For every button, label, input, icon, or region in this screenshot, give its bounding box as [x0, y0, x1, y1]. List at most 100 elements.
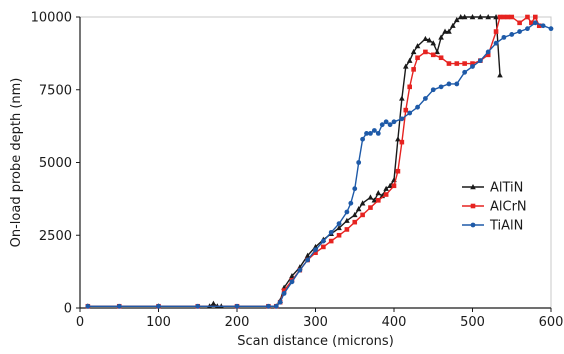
data-point-circle: [477, 58, 483, 64]
data-point-square: [533, 14, 538, 20]
data-point-square: [368, 205, 373, 210]
y-axis-title: On-load probe depth (nm): [9, 78, 24, 248]
data-point-circle: [525, 26, 530, 32]
y-tick-label: 7500: [39, 83, 72, 98]
data-point-triangle: [438, 34, 444, 40]
data-point-circle: [375, 131, 381, 136]
data-point-square: [383, 192, 389, 197]
data-point-circle: [344, 209, 350, 215]
data-point-square: [321, 244, 326, 250]
data-point-circle: [297, 267, 303, 273]
data-point-circle: [407, 110, 413, 116]
y-tick-label: 2500: [39, 229, 72, 244]
data-point-triangle: [359, 200, 366, 206]
x-tick-label: 500: [460, 315, 485, 330]
data-point-circle: [277, 299, 283, 305]
data-point-triangle: [450, 22, 456, 28]
series-line: [87, 22, 552, 307]
y-tick-label: 0: [64, 302, 72, 317]
data-point-circle: [356, 160, 362, 165]
data-point-triangle: [485, 14, 491, 20]
data-point-square: [509, 14, 515, 20]
x-tick-label: 600: [539, 315, 564, 330]
data-point-circle: [336, 221, 342, 227]
data-point-square: [462, 61, 467, 66]
data-point-circle: [195, 303, 201, 309]
data-point-circle: [415, 104, 420, 110]
series-line: [87, 16, 501, 307]
data-point-circle: [454, 81, 460, 87]
data-point-square: [281, 288, 287, 293]
data-point-square: [430, 52, 436, 58]
data-point-triangle: [210, 300, 217, 306]
data-point-circle: [281, 291, 287, 296]
data-point-square: [336, 232, 342, 238]
data-point-circle: [540, 23, 546, 29]
data-point-circle: [313, 247, 318, 253]
data-point-circle: [379, 122, 385, 128]
data-point-triangle: [422, 35, 429, 42]
data-point-triangle: [461, 14, 468, 20]
data-point-triangle: [497, 72, 503, 78]
data-point-circle: [501, 34, 507, 40]
legend-label: TiAlN: [489, 219, 523, 234]
x-tick-label: 0: [76, 315, 84, 330]
data-point-square: [438, 55, 444, 61]
y-axis-ticks: 0 2500 5000 7500 10000: [31, 11, 80, 317]
data-point-circle: [348, 200, 354, 206]
x-tick-label: 100: [146, 315, 171, 330]
data-point-circle: [234, 303, 240, 309]
data-point-circle: [156, 303, 161, 309]
data-point-circle: [399, 116, 405, 122]
data-point-circle: [328, 229, 334, 235]
data-point-square: [411, 67, 416, 72]
data-point-square: [313, 250, 318, 256]
legend-label: AlCrN: [490, 200, 527, 215]
series-layer: [85, 14, 554, 309]
data-point-circle: [383, 119, 389, 125]
data-point-square: [360, 212, 365, 218]
data-point-circle: [368, 131, 373, 136]
data-point-circle: [305, 257, 311, 263]
data-point-square: [376, 198, 381, 203]
data-point-square: [403, 107, 409, 113]
data-point-triangle: [410, 48, 417, 55]
y-tick-label: 5000: [39, 156, 72, 171]
data-point-circle: [391, 119, 397, 125]
data-point-square: [536, 23, 542, 29]
x-tick-label: 400: [382, 315, 407, 330]
data-point-triangle: [470, 184, 476, 190]
data-point-square: [517, 20, 522, 26]
data-point-circle: [387, 122, 393, 128]
data-point-circle: [438, 84, 444, 90]
data-point-square: [485, 52, 491, 58]
data-point-triangle: [454, 16, 460, 23]
data-point-circle: [320, 238, 326, 244]
data-point-square: [352, 219, 358, 225]
data-point-square: [399, 139, 405, 145]
data-point-triangle: [442, 28, 448, 34]
data-point-triangle: [446, 28, 452, 34]
legend-item: TiAlN: [462, 219, 523, 234]
data-point-circle: [273, 303, 279, 309]
data-point-triangle: [399, 95, 405, 101]
data-point-triangle: [351, 211, 358, 218]
x-axis-ticks: 0 100 200 300 400 500 600: [76, 308, 564, 330]
data-point-square: [470, 203, 476, 209]
data-point-square: [470, 61, 475, 66]
data-point-circle: [517, 29, 522, 34]
data-point-circle: [352, 186, 358, 192]
data-point-circle: [548, 26, 554, 32]
legend-label: AlTiN: [490, 181, 523, 196]
series-alcrn: [85, 14, 542, 309]
data-point-square: [497, 14, 503, 20]
data-point-circle: [485, 49, 491, 55]
data-point-circle: [470, 64, 475, 69]
data-point-triangle: [336, 224, 342, 231]
data-point-triangle: [493, 14, 499, 20]
data-point-triangle: [477, 14, 484, 20]
data-point-circle: [371, 128, 377, 133]
legend: AlTiN AlCrN TiAlN: [462, 181, 527, 234]
data-point-triangle: [406, 57, 413, 63]
